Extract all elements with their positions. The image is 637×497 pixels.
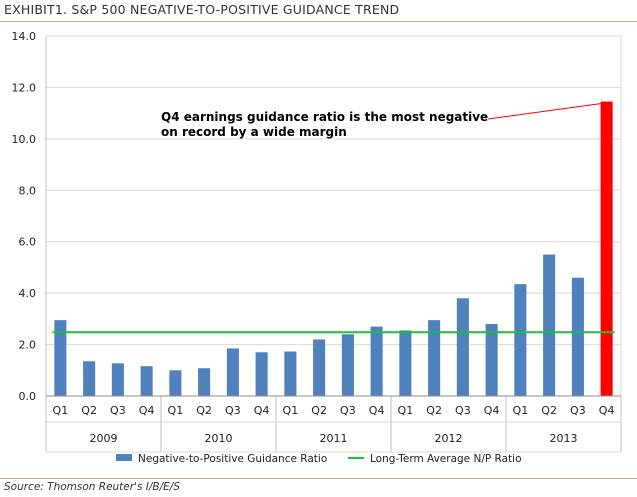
x-tick-label: Q3 [340, 404, 356, 417]
gridlines [46, 35, 621, 346]
bar [140, 366, 153, 396]
x-tick-label: Q4 [369, 404, 385, 417]
x-tick-label: Q1 [53, 404, 69, 417]
bar [399, 330, 412, 396]
year-label: 2013 [550, 432, 578, 445]
bar [169, 370, 182, 396]
legend-swatch-bar [116, 454, 132, 461]
year-label: 2010 [205, 432, 233, 445]
x-tick-label: Q1 [283, 404, 299, 417]
axes: 0.0 2.0 4.0 6.0 8.0 10.0 12.0 14.0 Q1 Q2 Q3 Q4 Q1 Q2 Q… [12, 30, 622, 453]
x-tick-label: Q2 [196, 404, 212, 417]
bar [571, 277, 584, 396]
highlight-bar [600, 101, 613, 397]
x-tick-label: Q4 [139, 404, 155, 417]
bar [54, 320, 67, 396]
legend: Negative-to-Positive Guidance Ratio Long-… [116, 453, 522, 465]
bar [370, 326, 383, 396]
annotation-line-2: on record by a wide margin [161, 125, 347, 139]
bar [255, 352, 268, 396]
x-tick-label: Q3 [110, 404, 126, 417]
title-divider [0, 21, 637, 22]
bar [198, 368, 211, 396]
y-tick-label: 2.0 [19, 339, 37, 352]
bar [485, 324, 498, 396]
source-note: Source: Thomson Reuter's I/B/E/S [4, 481, 180, 493]
x-tick-label: Q3 [570, 404, 586, 417]
annotation-line-1: Q4 earnings guidance ratio is the most n… [161, 110, 488, 124]
bar [313, 339, 326, 396]
bar [543, 254, 556, 396]
y-tick-label: 10.0 [12, 133, 37, 146]
y-tick-label: 14.0 [12, 30, 37, 43]
bar [514, 284, 527, 396]
x-tick-label: Q2 [541, 404, 557, 417]
legend-label-line: Long-Term Average N/P Ratio [370, 453, 522, 465]
footer-divider [0, 478, 637, 479]
bar [428, 320, 441, 396]
y-tick-label: 4.0 [19, 287, 37, 300]
chart-title: EXHIBIT1. S&P 500 NEGATIVE-TO-POSITIVE G… [4, 2, 400, 17]
chart-area: 0.0 2.0 4.0 6.0 8.0 10.0 12.0 14.0 Q1 Q2 Q3 Q4 Q1 Q2 Q… [12, 30, 622, 465]
y-tick-label: 6.0 [19, 236, 37, 249]
x-tick-label: Q1 [513, 404, 529, 417]
x-tick-label: Q3 [455, 404, 471, 417]
year-label: 2009 [90, 432, 118, 445]
bar [456, 298, 469, 396]
bar [341, 334, 354, 396]
bar [83, 361, 96, 396]
x-tick-label: Q4 [599, 404, 615, 417]
bars [54, 101, 613, 397]
bar [226, 348, 239, 396]
x-tick-label: Q1 [168, 404, 184, 417]
x-tick-label: Q3 [225, 404, 241, 417]
year-label: 2012 [435, 432, 463, 445]
annotation-pointer [487, 103, 601, 120]
legend-label-bar: Negative-to-Positive Guidance Ratio [138, 453, 327, 465]
x-tick-label: Q2 [311, 404, 327, 417]
year-label: 2011 [320, 432, 348, 445]
bar [111, 363, 124, 396]
x-tick-label: Q4 [254, 404, 270, 417]
y-tick-label: 12.0 [12, 81, 37, 94]
y-tick-label: 0.0 [19, 390, 37, 403]
bar [284, 351, 297, 396]
x-tick-label: Q2 [81, 404, 97, 417]
annotation: Q4 earnings guidance ratio is the most n… [161, 103, 601, 139]
y-tick-label: 8.0 [19, 184, 37, 197]
x-tick-label: Q1 [398, 404, 414, 417]
x-tick-label: Q4 [484, 404, 500, 417]
x-tick-label: Q2 [426, 404, 442, 417]
